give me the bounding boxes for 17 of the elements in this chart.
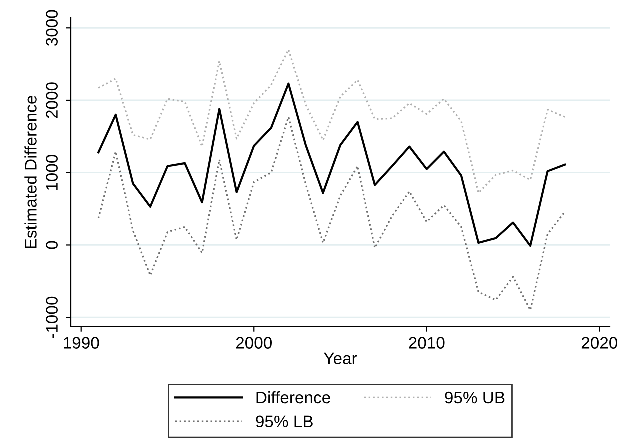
x-tick-label: 1990 [64,337,100,349]
x-tick-label: 2000 [236,337,272,349]
y-tick-label: 1000 [46,154,58,190]
y-tick-label: 3000 [46,10,58,46]
y-tick-label: 0 [46,241,58,250]
line-series [98,116,566,312]
y-tick-label: 2000 [46,82,58,118]
y-axis-title: Estimated Difference [24,96,37,248]
y-tick-label: -1000 [46,296,58,338]
x-tick-label: 2010 [409,337,445,349]
line-series [98,49,566,194]
legend-label: 95% LB [256,416,313,428]
x-tick-label: 2020 [582,337,618,349]
line-series [98,82,566,247]
legend-label: 95% UB [445,392,505,404]
legend-label: Difference [256,391,330,404]
x-axis-title: Year [324,352,358,364]
